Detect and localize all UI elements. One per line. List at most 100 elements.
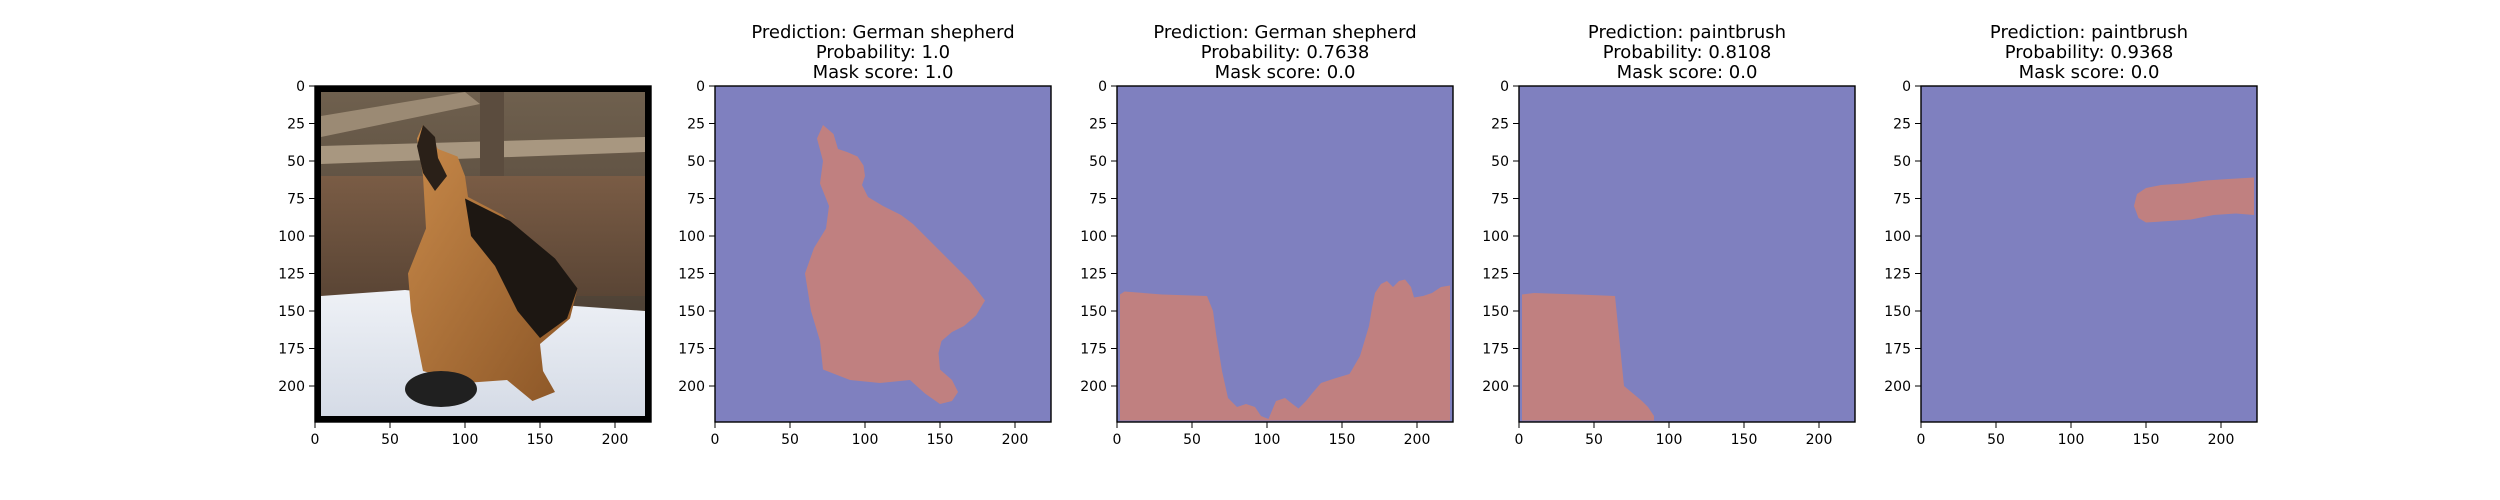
y-tick-label: 25 <box>1089 117 1107 133</box>
panel-5: 0 50 100 150 200 0 25 50 75 100 125 150 175 200 Predic… <box>1884 22 2258 448</box>
y-tick-label: 150 <box>1080 304 1107 320</box>
x-tick-label: 100 <box>452 432 479 448</box>
x-tick-label: 50 <box>781 432 799 448</box>
y-tick-label: 175 <box>278 342 305 358</box>
y-tick-label: 175 <box>1080 342 1107 358</box>
y-tick-label: 200 <box>1482 379 1509 395</box>
panel-title-line: Mask score: 0.0 <box>2019 62 2160 83</box>
x-tick-label: 150 <box>527 432 554 448</box>
x-tick-label: 200 <box>602 432 629 448</box>
panel-title-line: Mask score: 0.0 <box>1215 62 1356 83</box>
y-tick-label: 125 <box>278 267 305 283</box>
panel-3: 0 50 100 150 200 0 25 50 75 100 125 150 175 200 Predic… <box>1080 22 1454 448</box>
x-tick-label: 0 <box>711 432 720 448</box>
y-tick-label: 100 <box>1080 229 1107 245</box>
y-tick-label: 125 <box>678 267 705 283</box>
x-tick-label: 150 <box>1731 432 1758 448</box>
y-tick-label: 200 <box>1080 379 1107 395</box>
y-tick-label: 175 <box>678 342 705 358</box>
panel-title-line: Probability: 0.9368 <box>2005 42 2174 63</box>
y-tick-label: 0 <box>296 79 305 95</box>
y-tick-label: 150 <box>278 304 305 320</box>
y-tick-label: 125 <box>1482 267 1509 283</box>
y-tick-label: 75 <box>1491 192 1509 208</box>
y-tick-label: 150 <box>1884 304 1911 320</box>
x-tick-label: 0 <box>1113 432 1122 448</box>
axes-frame <box>1518 85 1856 423</box>
x-tick-label: 50 <box>1183 432 1201 448</box>
x-tick-label: 50 <box>1585 432 1603 448</box>
y-tick-label: 200 <box>1884 379 1911 395</box>
mask-heatmap <box>715 86 1051 422</box>
mask-heatmap <box>1117 86 1453 422</box>
panel-title-line: Prediction: paintbrush <box>1588 22 1786 43</box>
y-tick-label: 100 <box>1884 229 1911 245</box>
mask-region <box>805 125 985 404</box>
y-tick-label: 75 <box>1089 192 1107 208</box>
y-tick-label: 75 <box>687 192 705 208</box>
axes-frame <box>714 85 1052 423</box>
y-tick-label: 175 <box>1884 342 1911 358</box>
y-tick-label: 100 <box>678 229 705 245</box>
x-tick-label: 200 <box>1002 432 1029 448</box>
y-tick-label: 125 <box>1884 267 1911 283</box>
y-tick-label: 200 <box>278 379 305 395</box>
panel-title-line: Probability: 0.7638 <box>1201 42 1370 63</box>
y-tick-label: 100 <box>278 229 305 245</box>
panel-title-line: Prediction: German shepherd <box>1153 22 1416 43</box>
x-tick-label: 150 <box>2133 432 2160 448</box>
y-tick-label: 25 <box>1893 117 1911 133</box>
y-tick-label: 25 <box>687 117 705 133</box>
y-tick-label: 125 <box>1080 267 1107 283</box>
panel-title-line: Mask score: 0.0 <box>1617 62 1758 83</box>
mask-background <box>1921 86 2257 422</box>
mask-region <box>1522 293 1654 421</box>
x-tick-label: 50 <box>381 432 399 448</box>
y-tick-label: 0 <box>1098 79 1107 95</box>
x-tick-label: 100 <box>1254 432 1281 448</box>
y-tick-label: 50 <box>287 154 305 170</box>
mask-heatmap <box>1921 86 2257 422</box>
y-tick-label: 50 <box>1491 154 1509 170</box>
y-tick-label: 0 <box>696 79 705 95</box>
y-tick-label: 150 <box>1482 304 1509 320</box>
y-tick-label: 0 <box>1500 79 1509 95</box>
x-tick-label: 0 <box>1917 432 1926 448</box>
y-tick-label: 50 <box>1893 154 1911 170</box>
x-tick-label: 100 <box>2058 432 2085 448</box>
x-tick-label: 200 <box>1404 432 1431 448</box>
panel-title-line: Prediction: paintbrush <box>1990 22 2188 43</box>
panel-1: 0 50 100 150 200 0 25 50 75 100 125 150 175 200 <box>278 79 652 448</box>
panel-title-line: Probability: 1.0 <box>816 42 950 63</box>
x-tick-label: 0 <box>1515 432 1524 448</box>
panel-title-line: Mask score: 1.0 <box>813 62 954 83</box>
x-tick-label: 50 <box>1987 432 2005 448</box>
axes-frame <box>1920 85 2258 423</box>
y-tick-label: 75 <box>287 192 305 208</box>
panel-4: 0 50 100 150 200 0 25 50 75 100 125 150 175 200 Predic… <box>1482 22 1856 448</box>
mask-region <box>1120 279 1450 421</box>
panel-title-line: Prediction: German shepherd <box>751 22 1014 43</box>
y-tick-label: 25 <box>287 117 305 133</box>
axes-frame <box>314 85 652 423</box>
x-tick-label: 0 <box>311 432 320 448</box>
y-tick-label: 0 <box>1902 79 1911 95</box>
y-tick-label: 25 <box>1491 117 1509 133</box>
x-tick-label: 150 <box>1329 432 1356 448</box>
x-tick-label: 100 <box>1656 432 1683 448</box>
y-tick-label: 150 <box>678 304 705 320</box>
mask-heatmap <box>1519 86 1855 422</box>
panel-title-line: Probability: 0.8108 <box>1603 42 1772 63</box>
panel-2: 0 50 100 150 200 0 25 50 75 100 125 150 175 200 Predic… <box>678 22 1052 448</box>
y-tick-label: 100 <box>1482 229 1509 245</box>
dog-photo <box>315 86 651 422</box>
mask-region <box>2134 177 2254 223</box>
x-tick-label: 200 <box>1806 432 1833 448</box>
axes-frame <box>1116 85 1454 423</box>
x-tick-label: 100 <box>852 432 879 448</box>
y-tick-label: 50 <box>1089 154 1107 170</box>
y-tick-label: 175 <box>1482 342 1509 358</box>
y-tick-label: 75 <box>1893 192 1911 208</box>
y-tick-label: 200 <box>678 379 705 395</box>
